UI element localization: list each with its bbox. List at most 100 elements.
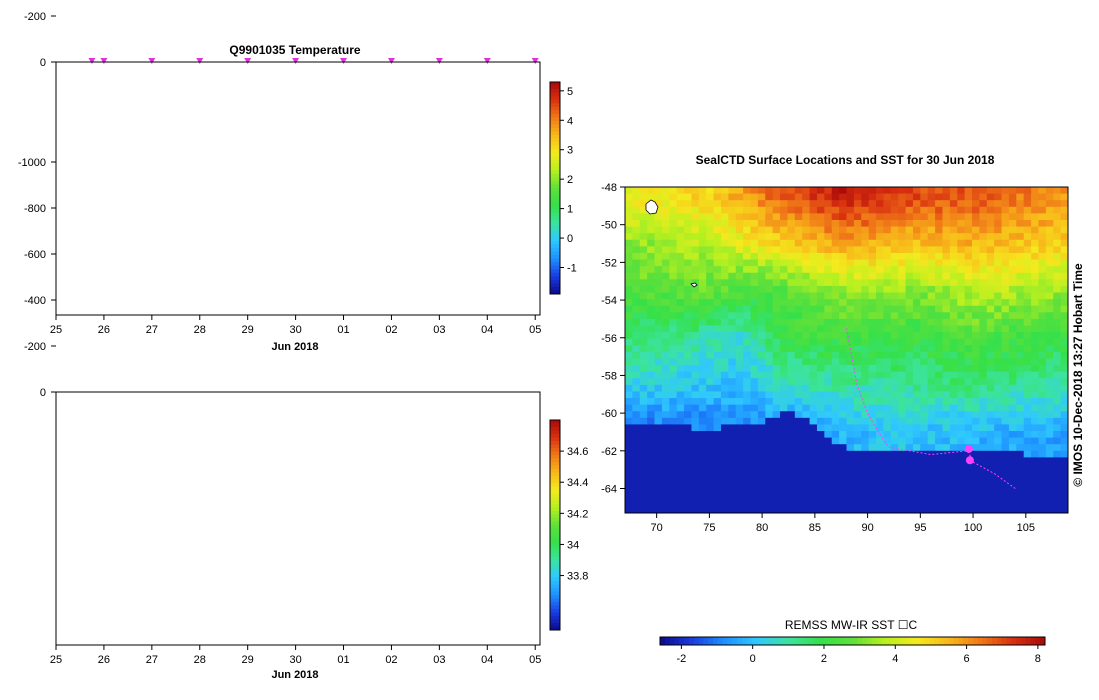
sst-cell (735, 365, 744, 373)
sst-cell (661, 404, 670, 412)
sst-cell (935, 219, 943, 228)
sst-cell (706, 193, 715, 201)
sst-cell (890, 272, 899, 280)
sst-cell (1008, 325, 1017, 333)
sst-cell (780, 246, 788, 254)
sst-cell (780, 318, 788, 327)
sst-cell (898, 312, 907, 320)
sst-cell (757, 417, 766, 425)
sst-cell (684, 338, 692, 346)
sst-cell (639, 305, 648, 313)
sst-cell (883, 378, 892, 386)
colorbar-swatch (550, 113, 560, 118)
salinity-x-axis-label: Jun 2018 (271, 669, 318, 681)
sst-cell (890, 252, 899, 261)
sst-cell (1016, 279, 1025, 287)
sst-cell (676, 398, 685, 406)
colorbar-swatch (550, 255, 560, 260)
sst-cell (787, 299, 796, 307)
sst-cell (654, 200, 663, 208)
sst-cell (898, 279, 907, 287)
sst-cell (1060, 332, 1068, 340)
sst-cell (780, 384, 788, 392)
sst-cell (890, 200, 899, 208)
sst-cell (816, 391, 825, 399)
sst-cell (824, 239, 833, 247)
sst-cell (772, 378, 781, 386)
sst-cell (935, 332, 943, 340)
colorbar-swatch (550, 173, 560, 178)
temperature-x-axis-label: Jun 2018 (271, 341, 318, 353)
sst-cell (654, 292, 663, 300)
sst-cell (853, 259, 862, 267)
sst-cell (861, 318, 870, 327)
sst-cell (920, 266, 929, 274)
sst-cell (935, 358, 943, 366)
sst-cell (647, 411, 656, 419)
sst-cell (927, 292, 936, 300)
sst-cell (1053, 338, 1062, 346)
sst-cell (868, 299, 877, 307)
sst-cell (1023, 417, 1032, 425)
sst-cell (639, 246, 648, 254)
sst-cell (809, 371, 818, 379)
sst-cell (935, 246, 943, 254)
sst-cell (853, 200, 862, 208)
sst-cell (661, 213, 670, 221)
sst-cell (1038, 299, 1047, 307)
sst-cell (942, 272, 951, 280)
sst-cell (802, 417, 811, 425)
sst-cell (1031, 246, 1039, 254)
sst-cell (964, 312, 973, 320)
sst-cell (802, 226, 811, 234)
sst-cell (698, 424, 707, 432)
sst-cell (735, 318, 744, 327)
sst-cell (883, 279, 892, 287)
sst-cell (920, 200, 929, 208)
sst-cell (772, 279, 781, 287)
sst-cell (868, 398, 877, 406)
sst-cell (942, 246, 951, 254)
sst-cell (669, 193, 678, 201)
sst-cell (750, 325, 759, 333)
sst-cell (920, 187, 929, 195)
sst-cell (861, 351, 870, 359)
sst-cell (979, 325, 988, 333)
sst-cell (890, 325, 899, 333)
colorbar-swatch (550, 434, 560, 438)
sst-cell (647, 193, 656, 201)
sst-cell (728, 187, 737, 195)
sst-cell (654, 371, 663, 379)
sst-cell (979, 299, 988, 307)
sst-cell (632, 424, 641, 432)
sst-cell (809, 246, 818, 254)
sst-cell (890, 193, 899, 201)
sst-cell (816, 299, 825, 307)
sst-cell (816, 266, 825, 274)
sst-cell (1053, 318, 1062, 327)
profile-marker (148, 58, 156, 64)
sst-cell (706, 285, 715, 294)
sst-cell (765, 187, 774, 195)
sst-cell (942, 332, 951, 340)
sst-cell (979, 365, 988, 373)
sst-cell (809, 279, 818, 287)
sst-cell (794, 411, 803, 419)
sst-cell (735, 338, 744, 346)
sst-cell (824, 213, 833, 221)
sst-cell (839, 325, 847, 333)
sst-cell (802, 299, 811, 307)
sst-cell (802, 219, 811, 228)
sst-cell (868, 226, 877, 234)
sst-cell (1045, 318, 1054, 327)
sst-cell (942, 391, 951, 399)
sst-cell (920, 332, 929, 340)
sst-cell (743, 299, 752, 307)
sst-cell (720, 417, 729, 425)
sst-cell (1038, 417, 1047, 425)
sst-cell (957, 378, 966, 386)
sst-cell (743, 391, 752, 399)
sst-cell (994, 259, 1003, 267)
sst-cell (816, 200, 825, 208)
sst-cell (942, 187, 951, 195)
